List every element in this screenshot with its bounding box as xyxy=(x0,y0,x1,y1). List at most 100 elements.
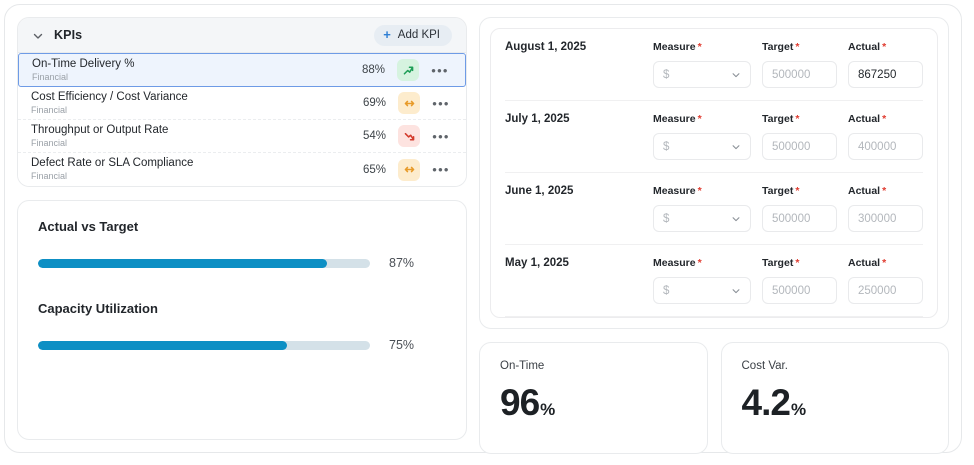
target-input-value: 500000 xyxy=(772,140,811,153)
measure-select[interactable]: $ xyxy=(653,277,751,304)
target-input-wrapper: 500000 xyxy=(762,277,837,304)
progress-title: Actual vs Target xyxy=(38,219,139,234)
progress-title: Capacity Utilization xyxy=(38,301,158,316)
kpi-row[interactable]: Cost Efficiency / Cost Variance Financial… xyxy=(18,87,466,120)
measure-select-value: $ xyxy=(663,212,670,225)
app-window: KPIs + Add KPI On-Time Delivery % Financi… xyxy=(4,4,962,454)
entry-field-label-target: Target * xyxy=(762,41,837,53)
kpi-row-percent: 69% xyxy=(362,97,386,109)
entry-inputs: $500000 400000 xyxy=(505,133,923,160)
entry-date: August 1, 2025 xyxy=(505,41,587,53)
kpi-row-menu-icon[interactable]: ••• xyxy=(431,62,449,78)
actual-input[interactable]: 867250 xyxy=(848,61,923,88)
trend-flat-arrow-icon xyxy=(398,92,420,114)
entry-field-label-measure: Measure * xyxy=(653,257,751,269)
measure-select-wrapper: $ xyxy=(653,133,751,160)
entry-row: July 1, 2025 Measure * Target * Actual * $50000… xyxy=(505,101,923,173)
add-kpi-label: Add KPI xyxy=(397,29,440,41)
kpi-row-menu-icon[interactable]: ••• xyxy=(432,128,450,144)
stat-card-unit: % xyxy=(540,400,556,419)
trend-flat-arrow-icon xyxy=(398,158,420,181)
actual-input[interactable]: 300000 xyxy=(848,205,923,232)
required-asterisk: * xyxy=(882,113,887,125)
required-asterisk: * xyxy=(795,41,800,53)
target-input[interactable]: 500000 xyxy=(762,133,837,160)
kpi-row-percent: 65% xyxy=(362,163,386,176)
actual-input-value: 300000 xyxy=(858,212,897,225)
required-asterisk: * xyxy=(795,113,800,125)
required-asterisk: * xyxy=(697,113,702,125)
field-label-text: Actual * xyxy=(848,113,887,125)
actual-input-value: 400000 xyxy=(858,140,897,153)
entry-field-label-actual: Actual * xyxy=(848,113,923,125)
progress-block: Actual vs Target 87% xyxy=(38,219,446,270)
target-input-wrapper: 500000 xyxy=(762,133,837,160)
actual-input-wrapper: 400000 xyxy=(848,133,923,160)
kpi-row-category: Financial xyxy=(31,104,68,115)
progress-value-label: 75% xyxy=(389,338,415,352)
progress-bar-fill xyxy=(38,258,327,268)
stat-card-value: 96% xyxy=(500,382,556,423)
kpi-row-category: Financial xyxy=(31,171,68,182)
stat-card-label: On-Time xyxy=(500,360,545,372)
progress-bar-track xyxy=(38,258,370,268)
target-input[interactable]: 500000 xyxy=(762,205,837,232)
chevron-down-icon xyxy=(732,144,740,149)
kpi-row-percent: 88% xyxy=(361,64,385,76)
entry-row: May 1, 2025 Measure * Target * Actual * $500000… xyxy=(505,245,923,317)
target-input[interactable]: 500000 xyxy=(762,61,837,88)
chevron-down-icon[interactable] xyxy=(32,29,44,41)
field-label-text: Target * xyxy=(762,185,800,197)
entry-date: June 1, 2025 xyxy=(505,185,574,197)
measure-select-value: $ xyxy=(663,68,670,81)
stat-cards-row: On-Time 96% Cost Var. 4.2% xyxy=(479,342,949,454)
target-input-value: 500000 xyxy=(772,68,811,81)
progress-value-label: 87% xyxy=(389,256,415,270)
entry-field-label-actual: Actual * xyxy=(848,41,923,53)
kpi-row-menu-icon[interactable]: ••• xyxy=(432,162,450,177)
measure-select-wrapper: $ xyxy=(653,277,751,304)
required-asterisk: * xyxy=(697,185,702,197)
kpi-row-menu-icon[interactable]: ••• xyxy=(432,95,450,111)
actual-input[interactable]: 400000 xyxy=(848,133,923,160)
entry-date: May 1, 2025 xyxy=(505,257,569,269)
kpi-row[interactable]: On-Time Delivery % Financial 88% ••• xyxy=(18,53,466,87)
kpi-panel-header: KPIs + Add KPI xyxy=(18,18,466,53)
stat-card: On-Time 96% xyxy=(479,342,708,454)
measure-select[interactable]: $ xyxy=(653,133,751,160)
target-input[interactable]: 500000 xyxy=(762,277,837,304)
required-asterisk: * xyxy=(795,257,800,269)
kpi-panel-title: KPIs xyxy=(54,28,83,42)
required-asterisk: * xyxy=(697,41,702,53)
entry-field-label-target: Target * xyxy=(762,257,837,269)
entry-field-label-measure: Measure * xyxy=(653,185,751,197)
entries-list: August 1, 2025 Measure * Target * Actual * $500… xyxy=(490,28,938,318)
measure-select-value: $ xyxy=(663,284,670,297)
kpi-row-category: Financial xyxy=(32,71,69,82)
entry-field-label-target: Target * xyxy=(762,113,837,125)
entry-row: June 1, 2025 Measure * Target * Actual * $50000… xyxy=(505,173,923,245)
kpi-row[interactable]: Throughput or Output Rate Financial 54% ••• xyxy=(18,120,466,153)
measure-select[interactable]: $ xyxy=(653,205,751,232)
progress-block-list: Actual vs Target 87% Capacity Utilization 7… xyxy=(38,219,446,352)
actual-input-value: 867250 xyxy=(858,68,897,81)
actual-input[interactable]: 250000 xyxy=(848,277,923,304)
target-input-value: 500000 xyxy=(772,284,811,297)
kpi-row-texts: Cost Efficiency / Cost Variance Financial xyxy=(31,91,352,116)
add-kpi-button[interactable]: + Add KPI xyxy=(374,24,452,46)
required-asterisk: * xyxy=(882,257,887,269)
stat-card-label: Cost Var. xyxy=(741,360,788,372)
measure-select[interactable]: $ xyxy=(653,61,751,88)
field-label-text: Measure * xyxy=(653,41,702,53)
kpi-row[interactable]: Defect Rate or SLA Compliance Financial 65… xyxy=(18,153,466,186)
entry-inputs: $500000 867250 xyxy=(505,61,923,88)
entry-header: July 1, 2025 Measure * Target * Actual * xyxy=(505,111,923,127)
required-asterisk: * xyxy=(882,185,887,197)
field-label-text: Target * xyxy=(762,41,800,53)
entry-header: August 1, 2025 Measure * Target * Actual * xyxy=(505,39,923,55)
entries-panel: August 1, 2025 Measure * Target * Actual * $500… xyxy=(479,17,949,329)
field-label-text: Measure * xyxy=(653,185,702,197)
target-input-wrapper: 500000 xyxy=(762,61,837,88)
kpi-row-texts: Throughput or Output Rate Financial xyxy=(31,124,352,149)
kpi-row-name: Cost Efficiency / Cost Variance xyxy=(31,90,188,103)
